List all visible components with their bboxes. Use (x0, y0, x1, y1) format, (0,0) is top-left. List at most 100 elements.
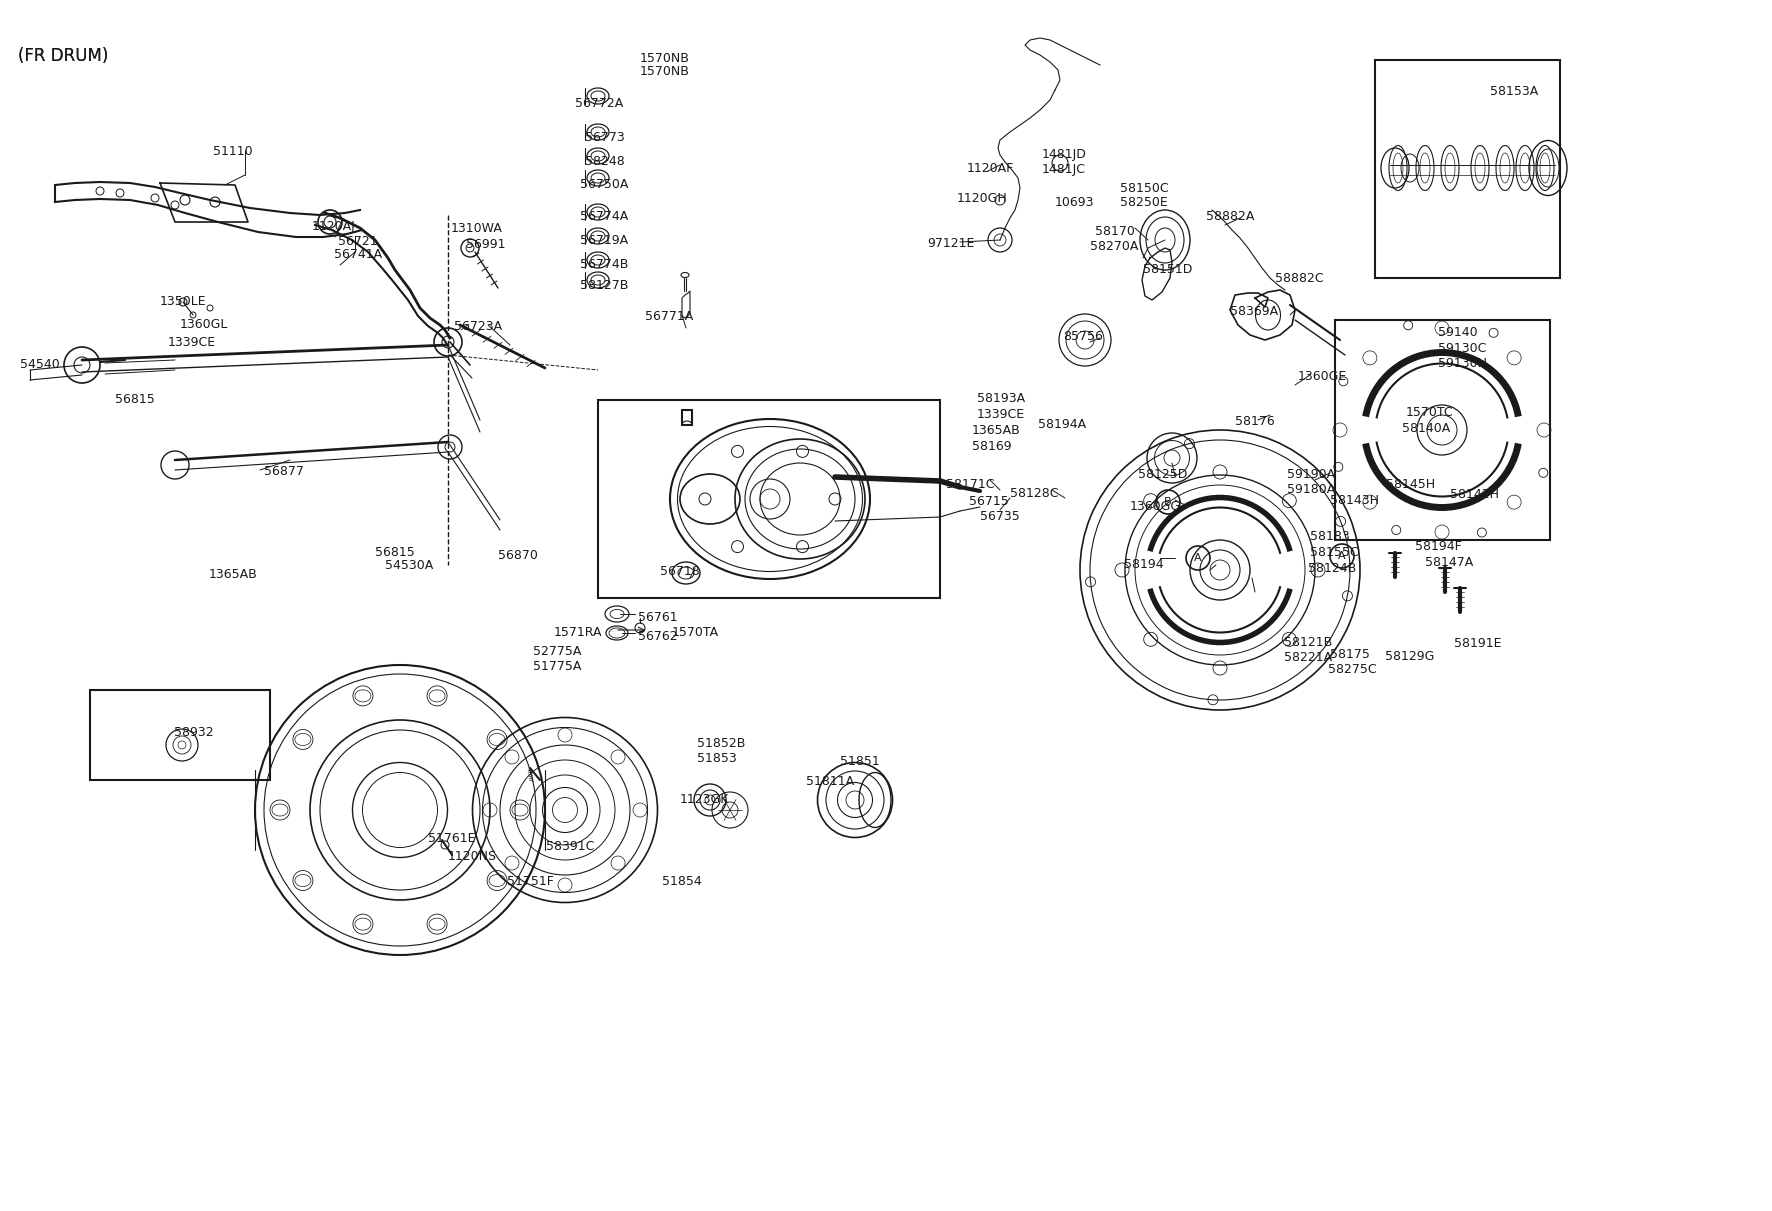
Text: 1571RA: 1571RA (555, 626, 602, 639)
Text: 58153A: 58153A (1490, 85, 1538, 98)
Text: 1360GL: 1360GL (181, 318, 229, 331)
Text: 58191E: 58191E (1455, 637, 1501, 650)
Text: 1360GG: 1360GG (1131, 500, 1182, 513)
Text: 56719A: 56719A (579, 234, 627, 247)
Text: 58932: 58932 (174, 727, 214, 739)
Text: 10693: 10693 (1054, 196, 1095, 210)
Text: 58194F: 58194F (1416, 540, 1462, 553)
Text: 58125D: 58125D (1138, 467, 1187, 481)
Text: 58194: 58194 (1123, 558, 1164, 572)
Text: 58270A: 58270A (1090, 240, 1138, 253)
Text: 58145H: 58145H (1386, 478, 1435, 490)
Text: 58143H: 58143H (1331, 494, 1379, 507)
Text: 59130C: 59130C (1439, 342, 1487, 355)
Text: 58194A: 58194A (1038, 418, 1086, 431)
Text: 58183: 58183 (1310, 530, 1350, 543)
Text: 85756: 85756 (1063, 331, 1102, 343)
Bar (90, 690, 269, 780)
Text: 58142H: 58142H (1449, 488, 1499, 501)
Text: 1123GK: 1123GK (680, 793, 730, 807)
Text: (FR DRUM): (FR DRUM) (18, 47, 108, 65)
Text: 52775A: 52775A (533, 645, 581, 658)
Text: 59190A: 59190A (1286, 467, 1334, 481)
Text: 1120AJ: 1120AJ (312, 220, 356, 233)
Text: 59180A: 59180A (1286, 483, 1336, 497)
Text: 58127B: 58127B (579, 279, 629, 292)
Text: 56991: 56991 (466, 239, 505, 251)
Text: 56877: 56877 (264, 465, 303, 478)
Text: 58169: 58169 (973, 440, 1012, 453)
Text: 1570NB: 1570NB (640, 52, 689, 65)
Text: 56735: 56735 (980, 510, 1019, 523)
Bar (1334, 320, 1550, 540)
Text: 56774A: 56774A (579, 210, 629, 223)
Text: 58151D: 58151D (1143, 263, 1193, 276)
Text: 58170: 58170 (1095, 225, 1134, 239)
Text: 56723A: 56723A (454, 320, 501, 333)
Text: 1350LE: 1350LE (159, 295, 207, 308)
Text: 51852B: 51852B (696, 737, 746, 750)
Text: 51761E: 51761E (429, 832, 475, 845)
Text: A: A (1338, 551, 1345, 561)
Text: 1365AB: 1365AB (209, 568, 257, 581)
Text: 58121B: 58121B (1285, 636, 1333, 649)
Text: 1120GH: 1120GH (957, 193, 1008, 205)
Text: 1310WA: 1310WA (452, 222, 503, 235)
Text: 58128C: 58128C (1010, 487, 1058, 500)
Text: 56741A: 56741A (333, 248, 383, 262)
Text: 58882C: 58882C (1276, 272, 1324, 285)
Text: 56761: 56761 (638, 612, 677, 624)
Text: 58250E: 58250E (1120, 196, 1168, 210)
Text: (FR DRUM): (FR DRUM) (18, 47, 108, 65)
Text: 54540: 54540 (19, 358, 60, 371)
Text: 58124B: 58124B (1308, 562, 1356, 575)
Text: 97121E: 97121E (927, 237, 975, 249)
Text: 58221A: 58221A (1285, 652, 1333, 664)
Text: 58150C: 58150C (1120, 182, 1168, 195)
Text: 1481JC: 1481JC (1042, 163, 1086, 176)
Text: 51811A: 51811A (806, 775, 854, 788)
Text: 58193A: 58193A (976, 392, 1026, 404)
Text: 1570TA: 1570TA (672, 626, 719, 639)
Text: 58175: 58175 (1331, 648, 1370, 661)
Text: 56815: 56815 (115, 394, 154, 406)
Text: 58140A: 58140A (1402, 421, 1449, 435)
Text: 58882A: 58882A (1207, 210, 1255, 223)
Text: 58176: 58176 (1235, 415, 1274, 427)
Text: 1339CE: 1339CE (976, 408, 1026, 421)
Text: 1365AB: 1365AB (973, 424, 1021, 437)
Text: 59130H: 59130H (1439, 357, 1487, 371)
Text: 58129G: 58129G (1386, 650, 1434, 662)
Text: 56870: 56870 (498, 549, 539, 562)
Text: 51854: 51854 (663, 876, 702, 888)
Text: 56721: 56721 (338, 235, 377, 248)
Text: 59140: 59140 (1439, 326, 1478, 339)
Text: 1360GE: 1360GE (1299, 371, 1347, 383)
Polygon shape (682, 291, 689, 318)
Text: 1570TC: 1570TC (1405, 406, 1453, 419)
Bar (597, 400, 939, 598)
Text: 56715: 56715 (969, 495, 1008, 507)
Text: 51110: 51110 (213, 145, 253, 157)
Text: 54530A: 54530A (385, 559, 432, 572)
Text: 51851: 51851 (840, 754, 879, 768)
Text: 56750A: 56750A (579, 178, 629, 191)
Text: B: B (1164, 497, 1171, 507)
Text: 51853: 51853 (696, 752, 737, 765)
Text: 56718: 56718 (659, 566, 700, 578)
Text: 51775A: 51775A (533, 660, 581, 673)
Text: 58147A: 58147A (1425, 556, 1473, 569)
Text: 58369A: 58369A (1230, 305, 1278, 318)
Text: 1481JD: 1481JD (1042, 148, 1086, 161)
Text: 51751F: 51751F (507, 876, 555, 888)
Text: 56774B: 56774B (579, 258, 629, 271)
Text: 56773: 56773 (585, 131, 626, 144)
Text: 58248: 58248 (585, 155, 626, 168)
Text: 1120AF: 1120AF (968, 162, 1014, 176)
Text: 58275C: 58275C (1327, 662, 1377, 676)
Text: 56815: 56815 (376, 546, 415, 559)
Text: 1570NB: 1570NB (640, 65, 689, 78)
Text: 58171C: 58171C (946, 478, 994, 490)
Text: 58391C: 58391C (546, 840, 594, 853)
Bar (1375, 61, 1559, 279)
